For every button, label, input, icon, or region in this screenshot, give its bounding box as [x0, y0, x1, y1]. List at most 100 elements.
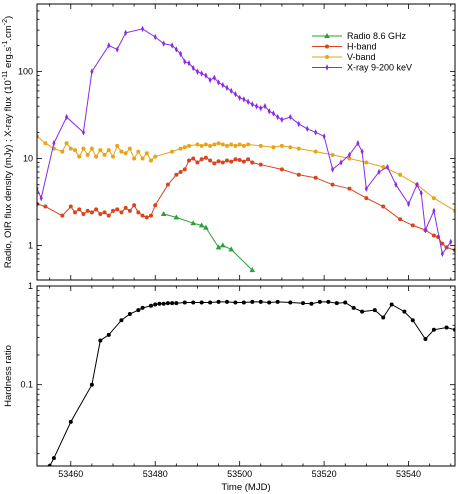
data-point-hardness-ratio — [161, 301, 166, 306]
data-point-x-ray-9-200-kev — [170, 42, 174, 49]
data-point-x-ray-9-200-kev — [141, 25, 145, 33]
legend-label-x-ray-9-200-kev: X-ray 9-200 keV — [347, 63, 412, 73]
data-point-x-ray-9-200-kev — [267, 108, 271, 115]
data-point-hardness-ratio — [267, 300, 272, 305]
data-point-v-band — [364, 160, 369, 165]
data-point-hardness-ratio — [225, 299, 229, 304]
data-point-h-band — [258, 162, 263, 167]
data-point-v-band — [136, 149, 141, 154]
bottom-x-tick-label: 53500 — [227, 469, 252, 479]
top-y-axis-label: Radio, OIR flux density (mJy) ; X-ray fl… — [2, 16, 14, 268]
data-point-hardness-ratio — [208, 300, 213, 305]
data-point-v-band — [431, 196, 436, 201]
data-point-v-band — [216, 141, 221, 146]
data-point-h-band — [178, 169, 183, 174]
data-point-hardness-ratio — [389, 302, 394, 307]
data-point-hardness-ratio — [191, 300, 196, 305]
data-point-h-band — [431, 233, 436, 238]
data-point-h-band — [296, 172, 301, 177]
series-line-hardness-ratio — [49, 301, 455, 466]
data-point-x-ray-9-200-kev — [419, 189, 423, 197]
data-point-h-band — [279, 167, 284, 172]
data-point-h-band — [182, 167, 187, 172]
data-point-hardness-ratio — [174, 301, 179, 306]
data-point-v-band — [89, 146, 94, 151]
top-series-clipped — [37, 25, 455, 273]
data-point-h-band — [246, 157, 251, 162]
data-point-x-ray-9-200-kev — [271, 110, 275, 117]
data-point-hardness-ratio — [343, 300, 348, 305]
data-point-v-band — [43, 141, 48, 146]
top-series-layer — [37, 25, 455, 273]
data-point-radio-8-6-ghz — [173, 214, 180, 220]
series-line-radio-8-6-ghz — [163, 213, 253, 271]
data-point-hardness-ratio — [372, 308, 377, 313]
data-point-h-band — [212, 161, 217, 166]
data-point-x-ray-9-200-kev — [191, 64, 195, 72]
data-point-hardness-ratio — [165, 301, 170, 306]
data-point-h-band — [127, 208, 132, 213]
data-point-x-ray-9-200-kev — [314, 129, 318, 136]
data-point-h-band — [77, 207, 82, 212]
bottom-x-tick-label: 53520 — [312, 469, 337, 479]
data-point-x-ray-9-200-kev — [52, 140, 56, 147]
data-point-v-band — [94, 154, 99, 159]
data-point-v-band — [220, 142, 225, 147]
data-point-h-band — [73, 210, 77, 215]
data-point-v-band — [229, 142, 234, 147]
data-point-x-ray-9-200-kev — [347, 151, 351, 159]
data-point-v-band — [81, 146, 86, 151]
data-point-x-ray-9-200-kev — [242, 96, 246, 103]
data-point-x-ray-9-200-kev — [187, 59, 191, 67]
data-point-h-band — [149, 213, 153, 218]
data-point-h-band — [440, 241, 445, 246]
bottom-plot-frame — [36, 285, 456, 467]
bot-series-clipped — [47, 299, 455, 466]
data-point-radio-8-6-ghz — [219, 242, 226, 248]
bottom-panel: 0.1 1 53460 53480 53500 53520 53540 Hardness r… — [3, 281, 456, 493]
data-point-x-ray-9-200-kev — [280, 116, 284, 123]
data-point-v-band — [60, 149, 65, 154]
data-point-h-band — [144, 215, 149, 220]
data-point-x-ray-9-200-kev — [238, 94, 242, 101]
legend-marker-radio-8-6-ghz — [324, 33, 330, 38]
data-point-hardness-ratio — [106, 332, 111, 337]
data-point-x-ray-9-200-kev — [124, 29, 128, 36]
data-point-h-band — [233, 157, 238, 162]
data-point-v-band — [153, 154, 158, 159]
legend-label-h-band: H-band — [347, 42, 377, 52]
data-point-hardness-ratio — [136, 308, 141, 313]
data-point-x-ray-9-200-kev — [305, 125, 309, 132]
data-point-h-band — [410, 223, 415, 228]
data-point-v-band — [85, 152, 90, 157]
data-point-x-ray-9-200-kev — [407, 200, 411, 208]
data-point-x-ray-9-200-kev — [208, 76, 212, 84]
data-point-x-ray-9-200-kev — [423, 226, 427, 234]
data-point-radio-8-6-ghz — [190, 220, 197, 226]
data-point-h-band — [208, 158, 213, 163]
data-point-h-band — [237, 158, 242, 163]
data-point-x-ray-9-200-kev — [217, 79, 221, 86]
data-point-x-ray-9-200-kev — [200, 70, 204, 77]
data-point-x-ray-9-200-kev — [440, 250, 444, 258]
data-point-v-band — [140, 156, 145, 161]
data-point-h-band — [187, 158, 191, 163]
legend-marker-h-band — [325, 44, 329, 49]
data-point-h-band — [216, 159, 221, 164]
data-point-v-band — [279, 143, 284, 148]
data-point-x-ray-9-200-kev — [331, 166, 335, 173]
data-point-x-ray-9-200-kev — [81, 129, 85, 136]
data-point-h-band — [165, 182, 170, 187]
data-point-h-band — [250, 160, 255, 165]
top-y-tick-label: 1 — [28, 240, 33, 250]
data-point-h-band — [43, 204, 48, 209]
data-point-hardness-ratio — [326, 299, 331, 304]
legend-marker-v-band — [325, 55, 329, 59]
top-y-tick-label: 100 — [18, 67, 33, 77]
bottom-x-tick-label: 53460 — [58, 469, 83, 479]
data-point-x-ray-9-200-kev — [250, 101, 254, 108]
data-point-hardness-ratio — [258, 299, 263, 304]
data-point-hardness-ratio — [250, 299, 255, 304]
data-point-v-band — [123, 151, 128, 156]
data-point-v-band — [271, 145, 276, 150]
